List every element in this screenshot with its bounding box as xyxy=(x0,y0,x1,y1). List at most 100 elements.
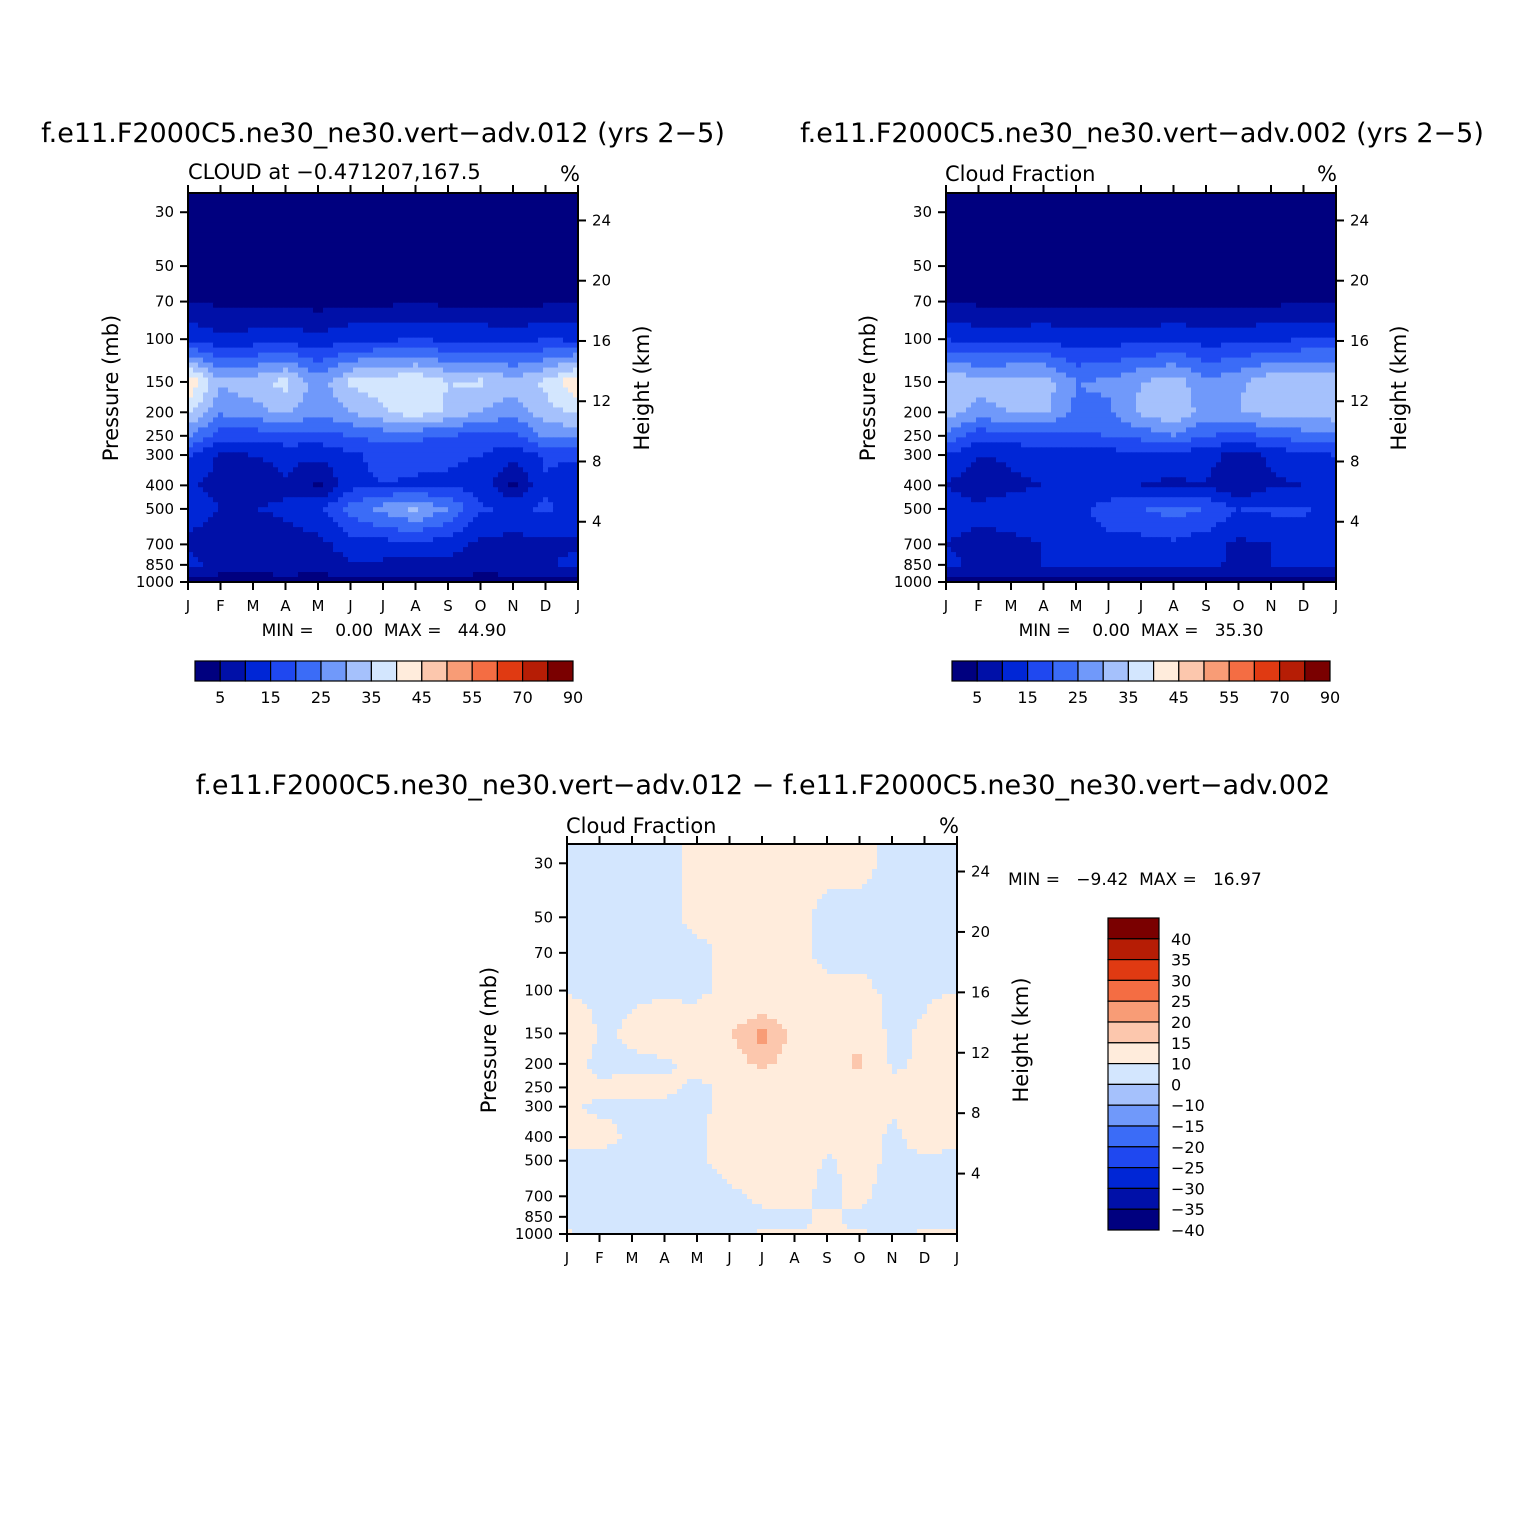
contour-cell xyxy=(443,507,449,513)
contour-cell xyxy=(383,472,389,478)
contour-cell xyxy=(563,217,569,224)
contour-cell xyxy=(308,382,314,389)
contour-cell xyxy=(258,222,264,229)
contour-cell xyxy=(213,482,219,488)
contour-cell xyxy=(573,402,578,409)
contour-cell xyxy=(433,247,439,254)
contour-cell xyxy=(498,477,504,483)
contour-cell xyxy=(243,347,249,354)
contour-cell xyxy=(453,487,459,493)
contour-cell xyxy=(538,317,544,324)
contour-cell xyxy=(483,507,489,513)
contour-cell xyxy=(503,422,509,428)
contour-cell xyxy=(198,257,204,264)
contour-cell xyxy=(518,422,524,428)
contour-cell xyxy=(548,467,554,473)
contour-cell xyxy=(438,222,444,229)
contour-cell xyxy=(273,407,279,414)
contour-cell xyxy=(318,372,324,379)
contour-cell xyxy=(218,297,224,304)
contour-cell xyxy=(383,232,389,239)
contour-cell xyxy=(463,197,469,204)
contour-cell xyxy=(348,477,354,483)
contour-cell xyxy=(523,317,529,324)
contour-cell xyxy=(533,197,539,204)
contour-cell xyxy=(518,222,524,229)
contour-cell xyxy=(493,217,499,224)
contour-cell xyxy=(493,362,499,369)
contour-cell xyxy=(538,297,544,304)
contour-cell xyxy=(293,492,299,498)
contour-cell xyxy=(548,222,554,229)
contour-cell xyxy=(343,307,349,314)
contour-cell xyxy=(568,257,574,264)
contour-cell xyxy=(413,307,419,314)
contour-cell xyxy=(483,287,489,294)
contour-cell xyxy=(553,362,559,369)
contour-cell xyxy=(413,492,419,498)
contour-cell xyxy=(233,457,239,463)
contour-cell xyxy=(398,487,404,493)
contour-cell xyxy=(283,472,289,478)
contour-cell xyxy=(558,467,564,473)
contour-cell xyxy=(308,262,314,269)
contour-cell xyxy=(438,432,444,438)
contour-cell xyxy=(568,197,574,204)
contour-cell xyxy=(463,382,469,389)
contour-cell xyxy=(268,422,274,428)
contour-cell xyxy=(483,227,489,234)
contour-cell xyxy=(223,417,229,424)
contour-cell xyxy=(533,227,539,234)
contour-cell xyxy=(393,362,399,369)
contour-cell xyxy=(468,462,474,468)
contour-cell xyxy=(563,392,569,399)
contour-cell xyxy=(398,277,404,284)
contour-cell xyxy=(503,427,509,433)
contour-cell xyxy=(443,362,449,369)
contour-cell xyxy=(233,332,239,339)
contour-cell xyxy=(373,212,379,219)
contour-cell xyxy=(198,412,204,419)
contour-cell xyxy=(488,197,494,204)
contour-cell xyxy=(353,457,359,463)
contour-cell xyxy=(418,367,424,374)
contour-cell xyxy=(563,242,569,249)
contour-cell xyxy=(558,347,564,354)
contour-cell xyxy=(478,457,484,463)
contour-cell xyxy=(398,202,404,209)
contour-cell xyxy=(483,397,489,404)
contour-cell xyxy=(378,402,384,409)
contour-cell xyxy=(388,442,394,448)
contour-cell xyxy=(393,357,399,364)
contour-cell xyxy=(223,252,229,259)
contour-cell xyxy=(478,332,484,339)
contour-cell xyxy=(428,492,434,498)
contour-cell xyxy=(408,362,414,369)
contour-cell xyxy=(523,442,529,448)
contour-cell xyxy=(328,432,334,438)
contour-cell xyxy=(538,442,544,448)
contour-cell xyxy=(458,322,464,329)
contour-cell xyxy=(548,257,554,264)
contour-cell xyxy=(258,412,264,419)
contour-cell xyxy=(328,347,334,354)
contour-cell xyxy=(433,357,439,364)
contour-cell xyxy=(268,317,274,324)
contour-cell xyxy=(548,227,554,234)
contour-cell xyxy=(213,487,219,493)
contour-cell xyxy=(418,467,424,473)
contour-cell xyxy=(433,302,439,309)
contour-cell xyxy=(548,412,554,419)
contour-cell xyxy=(418,193,424,199)
contour-cell xyxy=(383,302,389,309)
contour-cell xyxy=(283,427,289,433)
contour-cell xyxy=(508,367,514,374)
contour-cell xyxy=(503,367,509,374)
contour-cell xyxy=(373,337,379,344)
contour-cell xyxy=(223,242,229,249)
contour-cell xyxy=(503,477,509,483)
contour-cell xyxy=(213,232,219,239)
contour-cell xyxy=(283,407,289,414)
contour-cell xyxy=(538,367,544,374)
contour-cell xyxy=(328,237,334,244)
